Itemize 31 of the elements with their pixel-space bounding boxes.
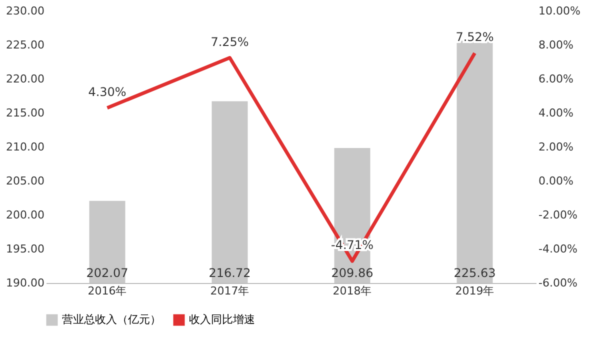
y2-tick-label: -4.00% [538,242,578,256]
y-tick-label: 210.00 [6,140,44,154]
x-tick-label: 2019年 [455,284,494,298]
y2-tick-label: -6.00% [538,276,578,290]
data-label: 202.07 [86,266,128,280]
y-tick-label: 190.00 [6,276,44,290]
x-tick-label: 2017年 [210,284,250,298]
y2-tick-label: 8.00% [538,38,574,52]
y-tick-label: 225.00 [6,38,44,52]
y-tick-label: 205.00 [6,174,44,188]
y2-tick-label: 6.00% [538,72,574,86]
data-label: 209.86 [331,266,374,280]
x-tick-label: 2016年 [88,284,127,298]
y2-tick-label: 0.00% [538,174,574,188]
y2-tick-label: 2.00% [538,140,574,154]
y2-tick-label: 10.00% [538,4,580,18]
data-label: 216.72 [208,266,251,280]
data-label: 225.63 [454,266,496,280]
legend-label: 收入同比增速 [189,313,255,326]
y2-tick-label: 4.00% [538,106,574,120]
y-tick-label: 200.00 [6,208,44,222]
x-tick-label: 2018年 [332,284,372,298]
legend-label: 营业总收入（亿元） [62,313,161,326]
y-tick-label: 215.00 [6,106,44,120]
y-tick-label: 195.00 [6,242,44,256]
y-tick-label: 220.00 [6,72,44,86]
y-tick-label: 230.00 [6,4,44,18]
data-label: 4.30% [88,84,126,99]
data-label: 7.25% [210,34,249,49]
data-label: 7.52% [456,30,494,44]
y2-tick-label: -2.00% [538,208,578,222]
